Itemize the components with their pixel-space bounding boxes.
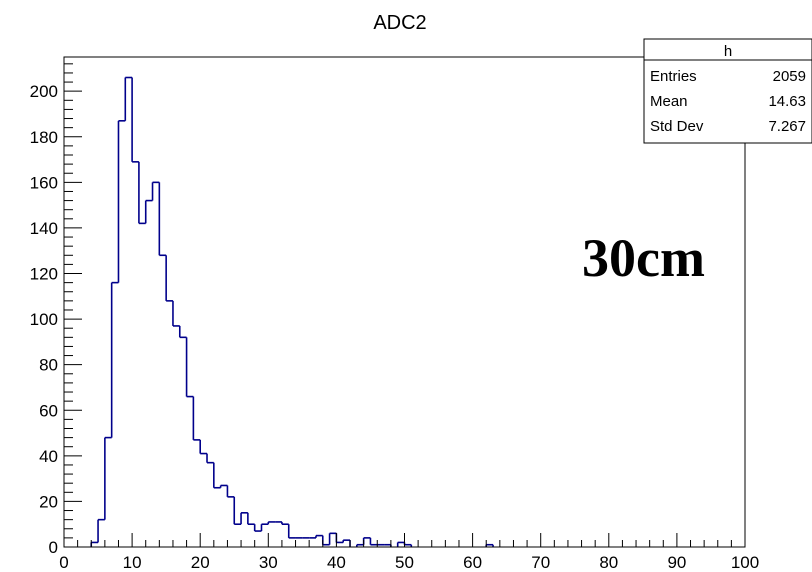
x-axis: 0 10 20 30 40 50 60 70 80 90 100 — [59, 533, 759, 572]
chart-title: ADC2 — [373, 12, 426, 34]
y-tick-label: 100 — [30, 310, 58, 329]
y-tick-label: 140 — [30, 219, 58, 238]
y-tick-label: 120 — [30, 265, 58, 284]
x-tick-label: 20 — [191, 553, 210, 572]
y-axis: 0 20 40 60 80 100 120 140 160 180 200 — [30, 63, 82, 557]
y-tick-label: 80 — [39, 356, 58, 375]
y-tick-label: 60 — [39, 401, 58, 420]
x-tick-label: 40 — [327, 553, 346, 572]
stats-box-name: h — [724, 43, 732, 60]
stats-box: h Entries 2059 Mean 14.63 Std Dev 7.267 — [643, 38, 812, 144]
stats-box-frame — [643, 38, 812, 144]
y-tick-label: 160 — [30, 173, 58, 192]
y-tick-label: 20 — [39, 492, 58, 511]
stats-stddev-label: Std Dev — [650, 118, 704, 135]
y-tick-label: 200 — [30, 82, 58, 101]
histogram-bars — [90, 76, 494, 547]
stats-entries-value: 2059 — [773, 68, 806, 85]
stats-mean-value: 14.63 — [768, 93, 806, 110]
y-tick-label: 0 — [49, 538, 58, 557]
y-tick-label: 180 — [30, 128, 58, 147]
x-tick-label: 30 — [259, 553, 278, 572]
stats-mean-label: Mean — [650, 93, 688, 110]
x-tick-label: 0 — [59, 553, 68, 572]
x-tick-label: 90 — [667, 553, 686, 572]
x-tick-label: 70 — [531, 553, 550, 572]
distance-annotation: 30cm — [582, 228, 705, 288]
stats-stddev-value: 7.267 — [768, 118, 806, 135]
x-tick-label: 80 — [599, 553, 618, 572]
x-tick-label: 50 — [395, 553, 414, 572]
y-tick-label: 40 — [39, 447, 58, 466]
x-tick-label: 100 — [731, 553, 759, 572]
x-tick-label: 10 — [123, 553, 142, 572]
x-tick-label: 60 — [463, 553, 482, 572]
stats-entries-label: Entries — [650, 68, 697, 85]
plot-frame — [63, 56, 746, 548]
